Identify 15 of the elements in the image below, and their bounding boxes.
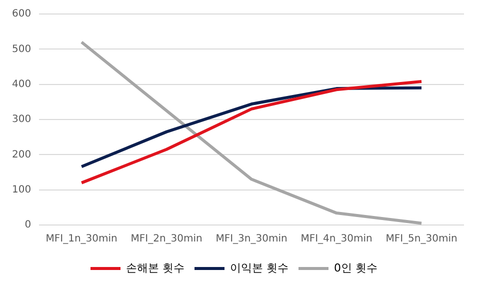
y-tick-label: 0 [24,220,32,231]
y-tick-label: 200 [12,149,32,160]
y-tick-label: 600 [12,8,32,20]
x-tick-label: MFI_3n_30min [216,234,288,245]
y-tick-label: 500 [12,44,32,55]
x-tick-label: MFI_1n_30min [46,234,118,245]
x-tick-label: MFI_2n_30min [130,234,202,245]
y-tick-label: 100 [12,184,32,196]
x-tick-label: MFI_4n_30min [300,234,372,245]
x-tick-label: MFI_5n_30min [386,234,458,245]
legend-label: 손해본 횟수 [126,261,185,274]
legend-label: 0인 횟수 [334,261,378,274]
legend-label: 이익본 횟수 [230,261,288,274]
y-tick-label: 300 [12,114,32,126]
y-tick-label: 400 [12,78,32,90]
